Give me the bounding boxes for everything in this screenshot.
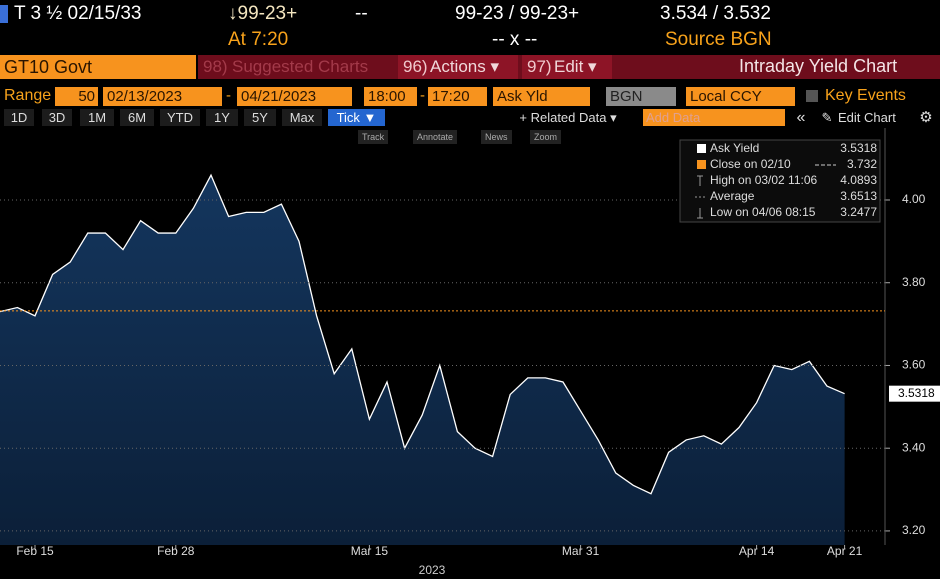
yields: 3.534 / 3.532 — [660, 3, 771, 24]
period-button[interactable]: Max — [282, 109, 322, 126]
last-value-tag — [889, 385, 940, 402]
settings-gear[interactable]: ⚙ — [916, 109, 936, 126]
period-button[interactable]: 3D — [42, 109, 72, 126]
legend: Ask Yield 3.5318 Close on 02/10 3.732 High o… — [679, 139, 881, 223]
edit-chart[interactable]: Edit Chart — [838, 109, 912, 126]
y-tick-label: 3.80 — [902, 275, 926, 289]
tool-label: Track — [362, 132, 385, 142]
end-time[interactable]: 17:20 — [428, 87, 487, 106]
period-button[interactable]: 1Y — [206, 109, 238, 126]
legend-box — [679, 139, 881, 223]
actions-num: 96) — [403, 57, 428, 76]
tool-button[interactable]: Zoom — [530, 130, 562, 144]
y-tick-label: 3.60 — [902, 358, 926, 372]
tool-button[interactable]: Track — [358, 130, 389, 144]
y-tick-label: 4.00 — [902, 192, 926, 206]
suggested-num: 98) — [203, 57, 228, 76]
dash: - — [226, 87, 231, 104]
price: ↓99-23+ — [228, 3, 298, 24]
source-select[interactable]: BGN — [606, 87, 676, 106]
x-tick-label: Feb 28 — [157, 544, 195, 558]
actions-button[interactable] — [398, 55, 518, 79]
last-value-label: 3.5318 — [898, 386, 935, 400]
legend-label: High on 03/02 11:06 — [710, 173, 818, 187]
legend-value: 3.6513 — [840, 189, 877, 203]
collapse[interactable]: « — [792, 109, 810, 126]
legend-icon — [697, 208, 703, 219]
x-tick-label: Apr 14 — [739, 544, 775, 558]
tool-label: Zoom — [534, 132, 558, 142]
range-label: Range — [4, 87, 52, 104]
legend-value: 3.5318 — [840, 141, 877, 155]
y-tick-label: 3.20 — [902, 523, 926, 537]
ticker[interactable]: GT10 Govt — [0, 55, 196, 79]
x-tick-label: Mar 15 — [351, 544, 389, 558]
area-fill — [0, 175, 845, 545]
change: -- — [355, 3, 368, 24]
tool-label: Annotate — [417, 132, 454, 142]
security: T 3 ½ 02/15/33 — [14, 3, 142, 24]
legend-label: Close on 02/10 — [710, 157, 791, 171]
suggested: Suggested Charts — [232, 57, 369, 76]
related-data[interactable]: + Related Data ▾ — [500, 109, 636, 126]
checkbox[interactable] — [806, 90, 818, 102]
edit: Edit ▾ — [554, 57, 597, 76]
status-bar — [0, 5, 8, 23]
size: -- x -- — [492, 29, 538, 50]
period-button[interactable]: 1M — [80, 109, 114, 126]
legend-value: 3.2477 — [840, 205, 877, 219]
bid-ask: 99-23 / 99-23+ — [455, 3, 580, 24]
legend-label: Average — [710, 189, 755, 203]
add-data[interactable]: Add Data — [643, 109, 785, 126]
source: Source BGN — [665, 29, 772, 50]
key-events: Key Events — [825, 87, 906, 104]
legend-swatch — [697, 144, 706, 153]
currency-select[interactable]: Local CCY — [686, 87, 795, 106]
legend-icon — [697, 175, 703, 186]
dash: - — [420, 87, 425, 104]
end-date[interactable]: 04/21/2023 — [237, 87, 352, 106]
time: At 7:20 — [228, 29, 289, 50]
page-title: Intraday Yield Chart — [739, 56, 898, 76]
chart: 3.20 3.40 3.60 3.80 4.00 Feb 15 Feb 28 Mar 15 Ma… — [0, 128, 940, 577]
x-axis-label: 2023 — [419, 563, 446, 577]
y-tick-label: 3.40 — [902, 440, 926, 454]
legend-value: 3.732 — [847, 157, 877, 171]
legend-value: 4.0893 — [840, 173, 877, 187]
period-button[interactable]: 5Y — [244, 109, 276, 126]
range-input[interactable]: 50 — [55, 87, 98, 106]
period-button[interactable]: 6M — [120, 109, 154, 126]
tool-button[interactable]: News — [481, 130, 512, 144]
actions: Actions ▾ — [430, 57, 500, 76]
tool-button[interactable]: Annotate — [413, 130, 458, 144]
edit-icon: ✎ — [818, 109, 836, 126]
period-button[interactable]: 1D — [4, 109, 34, 126]
start-date[interactable]: 02/13/2023 — [103, 87, 222, 106]
start-time[interactable]: 18:00 — [364, 87, 417, 106]
x-tick-label: Feb 15 — [16, 544, 54, 558]
tool-label: News — [485, 132, 508, 142]
legend-label: Ask Yield — [710, 141, 759, 155]
tick-button[interactable]: Tick ▼ — [328, 109, 385, 126]
x-tick-label: Apr 21 — [827, 544, 863, 558]
legend-swatch — [697, 160, 706, 169]
period-button[interactable]: YTD — [160, 109, 200, 126]
edit-button[interactable] — [522, 55, 612, 79]
field-select[interactable]: Ask Yld — [493, 87, 590, 106]
line — [0, 173, 845, 495]
legend-label: Low on 04/06 08:15 — [710, 205, 816, 219]
edit-num: 97) — [527, 57, 552, 76]
x-tick-label: Mar 31 — [562, 544, 600, 558]
